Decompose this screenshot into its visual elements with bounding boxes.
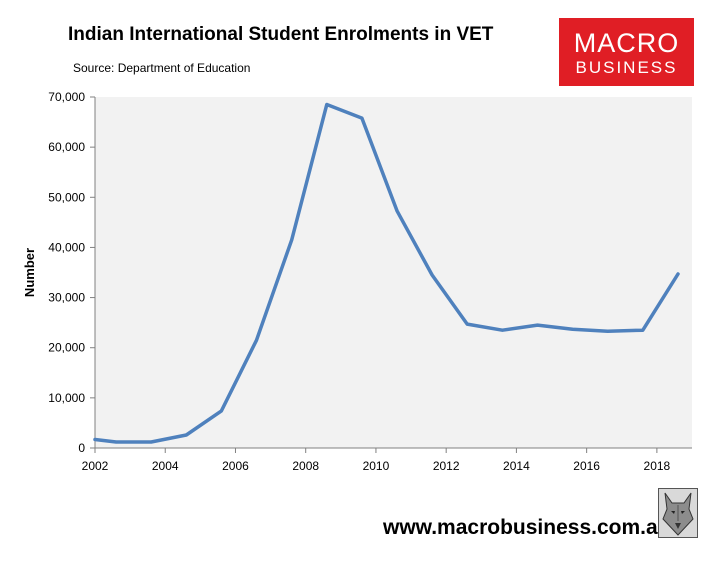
macrobusiness-logo: MACRO BUSINESS [559,18,694,86]
x-tick-label: 2010 [363,459,390,473]
data-point [395,209,399,213]
data-point [501,328,504,332]
y-tick-label: 20,000 [48,341,85,355]
data-point [536,323,539,327]
x-tick-label: 2004 [152,459,179,473]
data-point [606,329,609,333]
y-tick-label: 10,000 [48,391,85,405]
data-point [360,116,364,120]
data-point [430,273,434,277]
x-tick-label: 2014 [503,459,530,473]
y-tick-label: 0 [78,441,85,455]
y-axis-label: Number [22,248,37,297]
y-tick-label: 30,000 [48,291,85,305]
data-point [149,440,153,444]
y-tick-label: 60,000 [48,140,85,154]
logo-line-1: MACRO [573,28,680,58]
data-point [114,440,118,444]
y-tick-label: 40,000 [48,240,85,254]
data-point [641,328,645,332]
y-tick-label: 50,000 [48,190,85,204]
data-point [571,327,574,331]
data-point [290,238,293,242]
data-point [185,433,188,437]
data-point [255,338,258,342]
data-point [325,103,328,106]
data-point [466,322,469,326]
chart-source: Source: Department of Education [73,61,251,75]
logo-line-2: BUSINESS [575,58,678,77]
x-tick-label: 2012 [433,459,460,473]
x-tick-label: 2008 [292,459,319,473]
wolf-icon [658,488,698,538]
x-tick-label: 2002 [82,459,109,473]
plot-area [95,97,692,448]
chart-title: Indian International Student Enrolments … [68,24,494,45]
y-tick-label: 70,000 [48,90,85,104]
x-tick-label: 2006 [222,459,249,473]
website-url: www.macrobusiness.com.au [383,516,671,539]
series-line [93,102,680,444]
data-point [676,272,680,276]
data-point [220,409,223,413]
x-tick-label: 2018 [644,459,671,473]
x-tick-label: 2016 [573,459,600,473]
data-point [93,438,97,441]
